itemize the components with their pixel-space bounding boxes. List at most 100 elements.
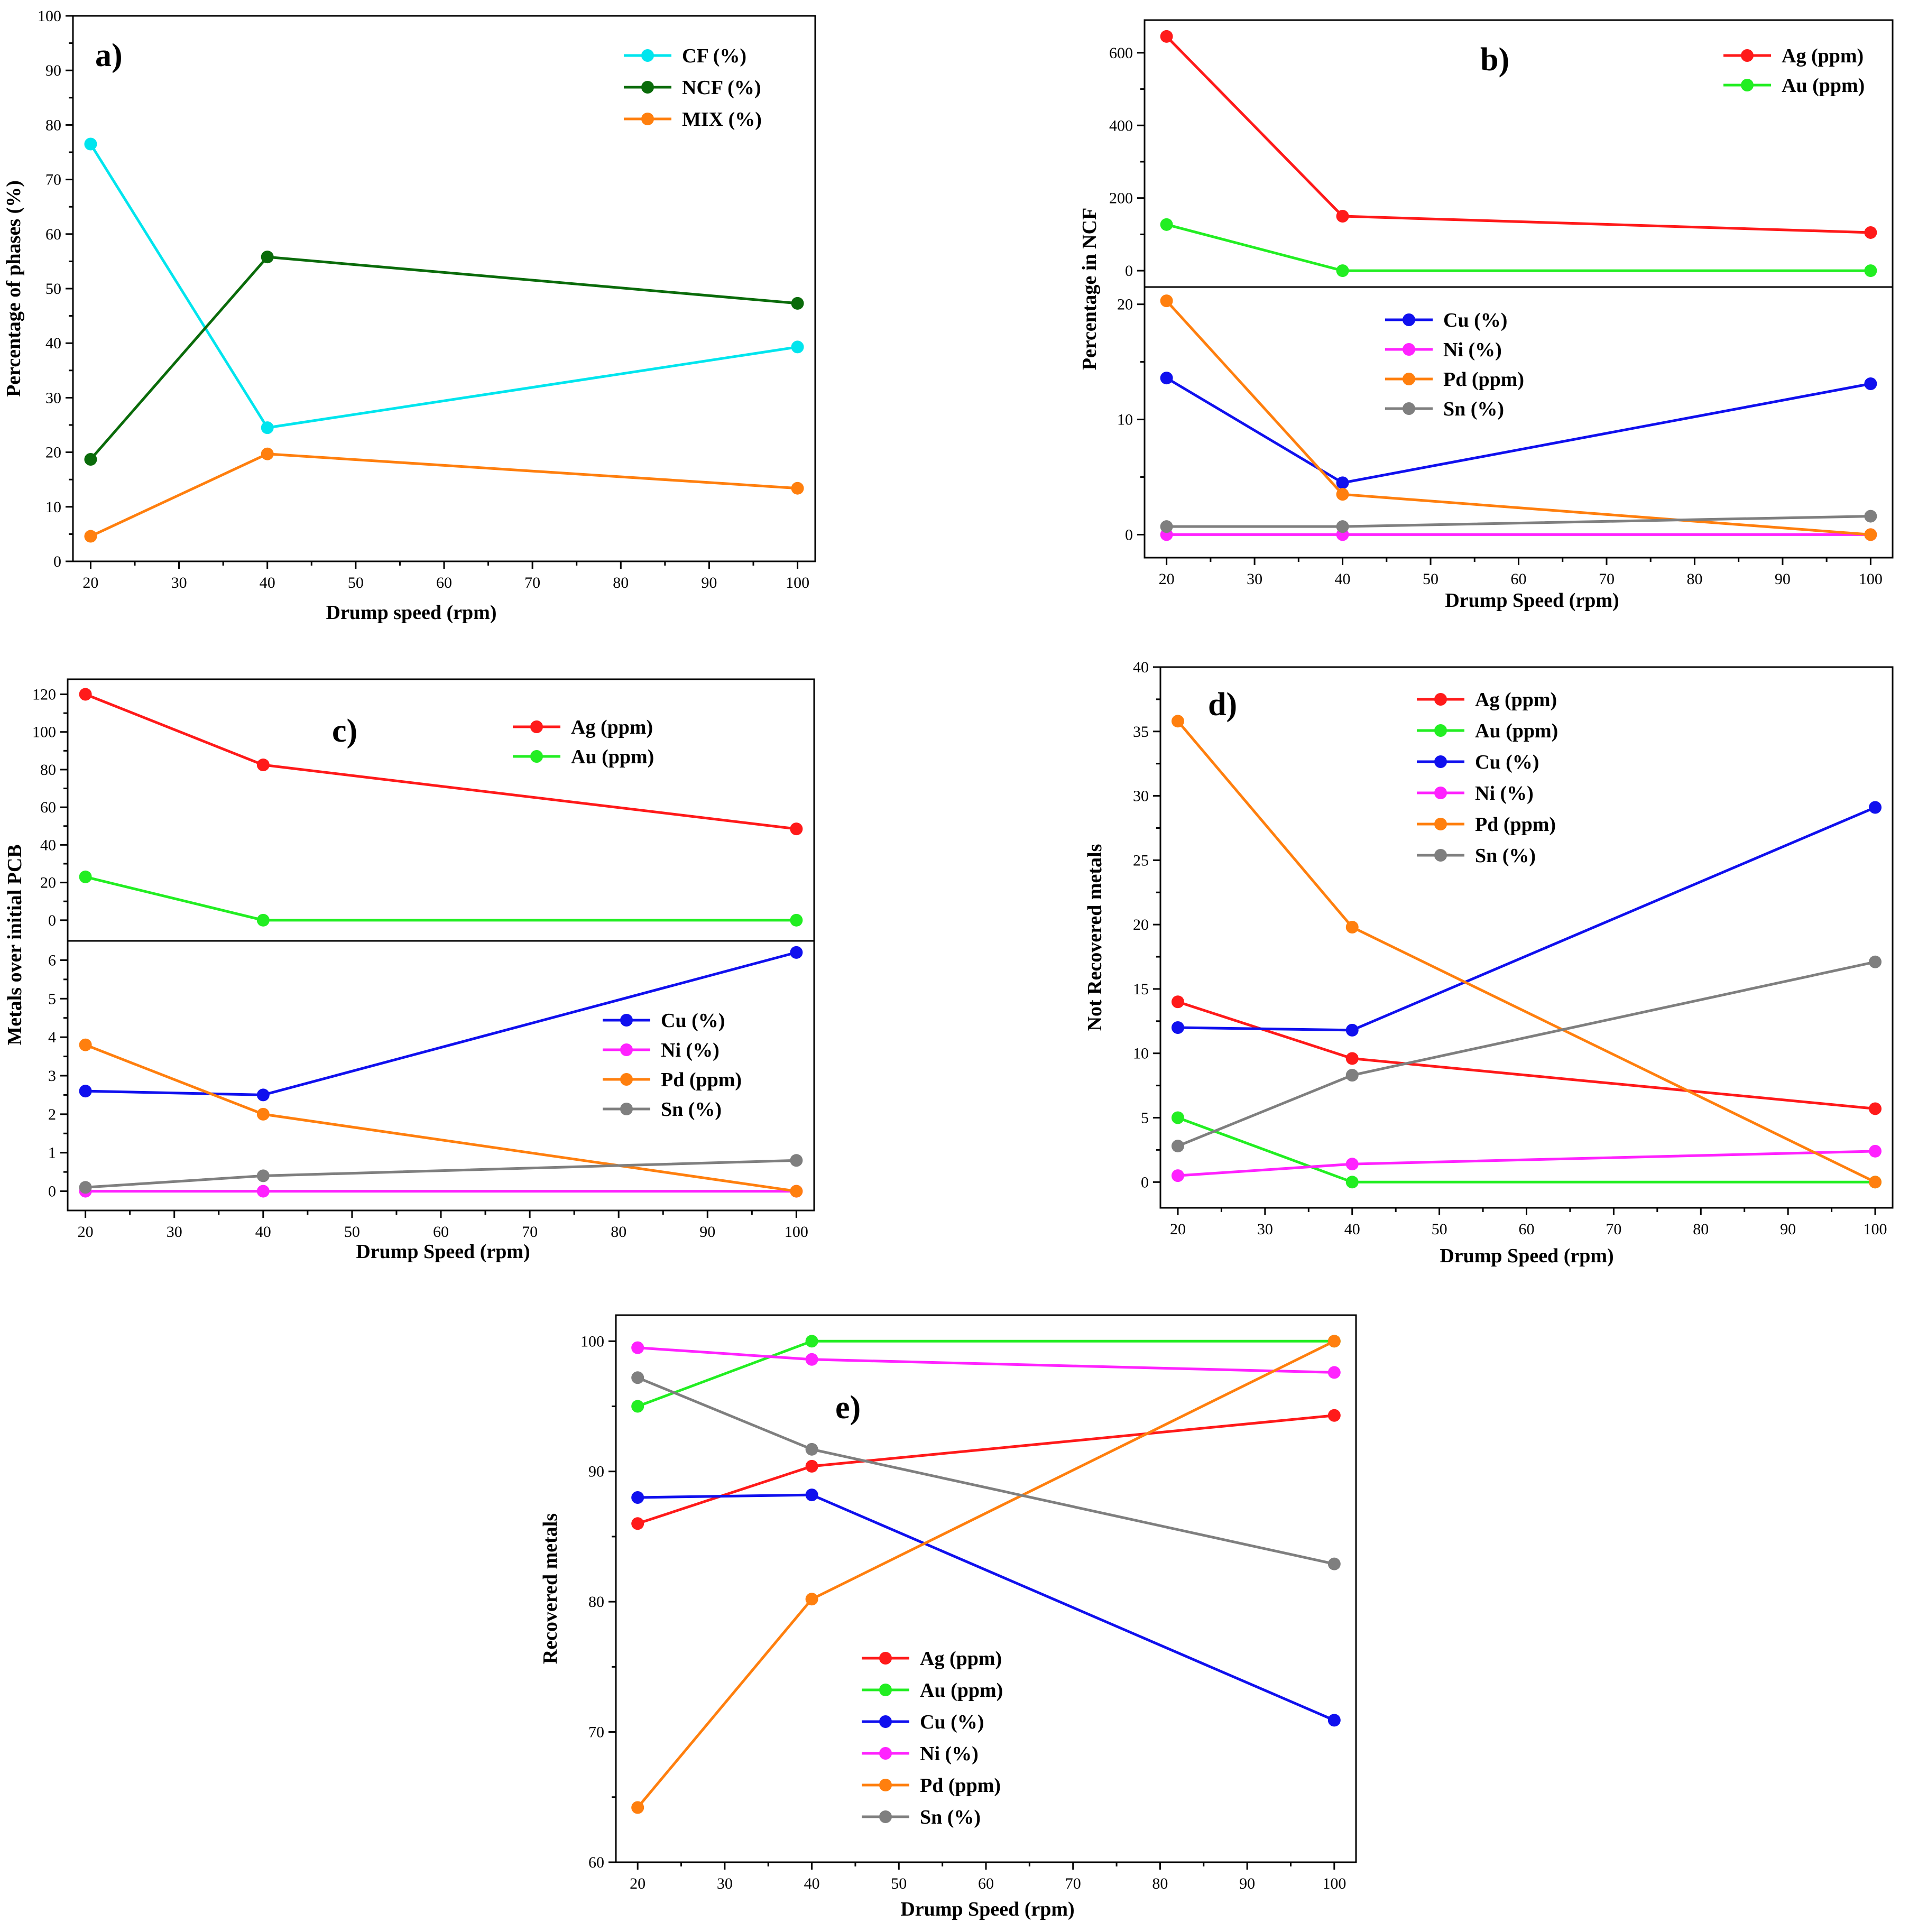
panel-e-data-point-5-1 [805, 1443, 818, 1456]
panel-c-x-tick-label-2: 40 [255, 1223, 271, 1241]
panel-e-legend-marker-2 [879, 1715, 892, 1728]
panel-e-x-axis-title: Drump Speed (rpm) [900, 1898, 1074, 1920]
panel-b: 0 200 400 600 0 10 20 Ag (ppm) Au (ppm) Cu (%) Ni … [1078, 19, 1894, 612]
panel-a-legend-label-0: CF (%) [682, 45, 746, 67]
panel-b-lower-data-point-2-2 [1864, 528, 1877, 541]
panel-e: 60 70 80 90 100 Ag (ppm) Au (ppm) Cu (%) Ni (%) P… [539, 1314, 1357, 1920]
panel-d-y-tick-label-1: 5 [1141, 1110, 1149, 1127]
panel-e-legend-marker-0 [879, 1652, 892, 1665]
panel-d-data-point-0-1 [1345, 1052, 1359, 1065]
panel-a-legend-label-2: MIX (%) [682, 108, 762, 131]
panel-e-x-tick-label-6: 80 [1152, 1875, 1168, 1892]
panel-e-x-tick-label-1: 30 [717, 1875, 733, 1892]
panel-e-data-point-1-1 [805, 1335, 818, 1348]
panel-d-data-point-5-2 [1869, 955, 1882, 968]
panel-b-lower-series-line-0 [1166, 376, 1871, 485]
panel-d-x-tick-label-3: 50 [1432, 1221, 1447, 1238]
panel-b-upper-legend-label-0: Ag (ppm) [1782, 45, 1864, 67]
panel-b-lower-legend-marker-3 [1403, 402, 1415, 415]
panel-c-lower-y-tick-label-4: 4 [48, 1029, 56, 1046]
panel-b-upper-series-line-0 [1165, 35, 1871, 234]
panel-c-upper-y-tick-label-3: 60 [40, 799, 56, 816]
panel-d-legend-label-3: Ni (%) [1475, 782, 1534, 805]
panel-e-series-line-0 [637, 1414, 1335, 1525]
panel-c-upper-data-point-0-0 [79, 688, 92, 701]
panel-c-lower-data-point-2-1 [256, 1107, 270, 1121]
panel-a-x-tick-label-7: 90 [701, 574, 717, 591]
panel-e-x-tick-label-3: 50 [891, 1875, 907, 1892]
panel-c-upper-y-tick-label-2: 40 [40, 836, 56, 854]
panel-e-x-tick-label-8: 100 [1322, 1875, 1346, 1892]
panel-d-y-tick-label-7: 35 [1133, 723, 1149, 741]
panel-c-x-tick-label-8: 100 [785, 1223, 808, 1241]
panel-e-legend-marker-4 [879, 1779, 892, 1791]
panel-e-legend-label-1: Au (ppm) [920, 1679, 1003, 1702]
panel-b-lower-data-point-2-0 [1160, 294, 1173, 308]
panel-c-x-tick-label-1: 30 [167, 1223, 182, 1241]
panel-b-x-tick-label-7: 90 [1775, 570, 1791, 588]
panel-d-legend-marker-0 [1434, 693, 1447, 706]
panel-d-series-line-1 [1177, 1116, 1876, 1184]
panel-c-x-tick-label-0: 20 [78, 1223, 94, 1241]
panel-b-lower-y-tick-label-2: 20 [1117, 296, 1133, 313]
panel-b-x-tick-label-3: 50 [1423, 570, 1438, 588]
panel-b-upper-y-tick-label-2: 400 [1109, 117, 1133, 134]
panel-c-lower-data-point-0-2 [790, 946, 803, 959]
panel-a-panel-label: a) [95, 38, 123, 73]
panel-c-lower-data-point-2-2 [790, 1185, 803, 1198]
panel-a-x-tick-label-1: 30 [171, 574, 187, 591]
panel-c-upper-y-tick-label-5: 100 [32, 724, 56, 741]
panel-a-data-point-2-1 [261, 447, 274, 460]
panel-d-data-point-2-2 [1869, 801, 1882, 814]
panel-d-y-tick-label-2: 10 [1133, 1045, 1149, 1062]
panel-a-x-axis-title: Drump speed (rpm) [326, 602, 497, 624]
panel-c-lower-legend-marker-0 [620, 1014, 633, 1027]
panel-e-x-tick-label-5: 70 [1065, 1875, 1081, 1892]
panel-c-lower-legend-label-0: Cu (%) [661, 1010, 725, 1032]
panel-a-y-tick-label-3: 30 [45, 389, 61, 406]
panel-d-legend-marker-2 [1434, 755, 1447, 768]
panel-e-y-tick-label-2: 80 [588, 1593, 604, 1611]
panel-d-x-tick-label-6: 80 [1693, 1221, 1709, 1238]
panel-e-data-point-3-2 [1327, 1366, 1341, 1379]
panel-d-series-line-5 [1177, 960, 1876, 1148]
panel-b-upper-legend-marker-0 [1741, 49, 1754, 62]
panel-d-legend-label-4: Pd (ppm) [1475, 814, 1556, 836]
panel-b-upper-legend-label-1: Au (ppm) [1782, 75, 1865, 97]
panel-d-y-tick-label-6: 30 [1133, 788, 1149, 805]
panel-c-lower-y-tick-label-1: 1 [48, 1144, 56, 1162]
panel-c-upper-legend-marker-0 [530, 720, 543, 733]
panel-d-data-point-2-0 [1171, 1021, 1184, 1034]
panel-a-series-line-0 [89, 143, 798, 429]
panel-c-upper-data-point-1-0 [79, 870, 92, 883]
panel-b-lower-legend-label-2: Pd (ppm) [1443, 368, 1524, 391]
panel-b-x-tick-label-6: 80 [1686, 570, 1702, 588]
panel-a-x-tick-label-8: 100 [786, 574, 809, 591]
panel-a-y-tick-label-8: 80 [45, 116, 61, 134]
panel-d-legend-marker-5 [1434, 849, 1447, 862]
panel-c-lower-y-tick-label-3: 3 [48, 1067, 56, 1085]
panel-a-data-point-1-2 [791, 297, 804, 310]
panel-a-y-tick-label-7: 70 [45, 171, 61, 189]
panel-d-data-point-1-1 [1345, 1176, 1359, 1189]
panel-a-series-line-1 [89, 255, 798, 460]
panel-c-lower-y-tick-label-2: 2 [48, 1106, 56, 1123]
panel-a-y-tick-label-0: 0 [53, 553, 61, 570]
panel-e-y-tick-label-1: 70 [588, 1724, 604, 1741]
panel-d-data-point-4-1 [1345, 921, 1359, 934]
panel-a-legend-marker-2 [641, 113, 654, 125]
panel-b-upper-series-line-1 [1166, 223, 1871, 272]
panel-e-legend-marker-5 [879, 1810, 892, 1823]
panel-e-x-tick-label-0: 20 [630, 1875, 645, 1892]
panel-c-upper-legend-marker-1 [530, 750, 543, 763]
panel-d-x-tick-label-5: 70 [1606, 1221, 1621, 1238]
panel-d-x-tick-label-0: 20 [1170, 1221, 1186, 1238]
panel-d-y-tick-label-0: 0 [1141, 1173, 1149, 1191]
panel-b-plot-frame [1143, 19, 1894, 559]
panel-d-x-tick-label-8: 100 [1864, 1221, 1887, 1238]
panel-d-y-axis-title: Not Recovered metals [1084, 844, 1106, 1031]
panel-c-upper-legend-label-0: Ag (ppm) [571, 716, 653, 738]
panel-e-series-line-5 [637, 1376, 1335, 1566]
panel-c-x-tick-label-7: 90 [699, 1223, 715, 1241]
